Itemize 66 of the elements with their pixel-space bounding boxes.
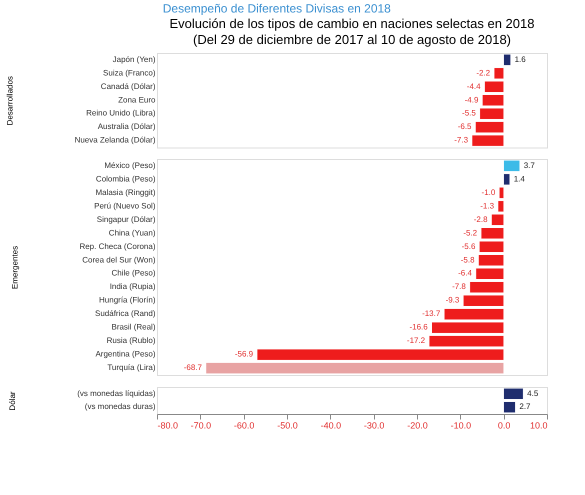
y-tick-label: Rep. Checa (Corona): [79, 242, 156, 251]
x-tick-label: 0.0: [498, 420, 510, 430]
y-tick-label: (vs monedas líquidas): [77, 388, 156, 398]
y-tick-label: Australia (Dólar): [98, 122, 156, 132]
x-tick-label: -10.0: [450, 420, 472, 430]
y-tick-label: Canadá (Dólar): [100, 82, 156, 91]
data-label: -5.8: [460, 255, 476, 264]
data-label: -1.3: [480, 201, 495, 210]
data-label: -17.2: [406, 336, 426, 346]
y-tick-label: Argentina (Peso): [95, 350, 156, 359]
y-tick-label: Corea del Sur (Won): [82, 255, 156, 264]
data-label: -56.9: [234, 350, 254, 359]
x-tick-label: -60.0: [234, 420, 254, 430]
y-tick-label: Japón (Yen): [112, 54, 156, 64]
data-label: -5.6: [462, 242, 476, 251]
x-tick-label: -40.0: [320, 420, 342, 430]
data-label: -7.8: [452, 282, 466, 292]
y-tick-label: (vs monedas duras): [84, 402, 156, 412]
y-tick-label: Malasia (Ringgit): [95, 188, 156, 197]
x-tick-label: -80.0: [158, 420, 178, 430]
y-tick-label: Singapur (Dólar): [96, 214, 156, 224]
y-tick-label: Brasil (Real): [111, 322, 156, 332]
data-label: 1.4: [514, 174, 526, 184]
y-tick-label: Chile (Peso): [111, 268, 156, 278]
text: Desempeño de Diferentes Divisas en 2018: [162, 2, 392, 16]
y-tick-label: China (Yuan): [108, 228, 156, 238]
data-label: -13.7: [422, 309, 441, 318]
y-tick-label: Reino Unido (Libra): [86, 108, 156, 118]
y-axis-title: Desarrollados: [6, 76, 15, 126]
x-tick-label: -70.0: [190, 420, 212, 430]
data-label: 1.6: [514, 54, 526, 64]
data-label: 3.7: [524, 160, 536, 170]
y-axis-title: Emergentes: [10, 246, 20, 290]
y-tick-label: Perú (Nuevo Sol): [94, 201, 156, 210]
y-tick-label: Rusia (Rublo): [106, 336, 156, 346]
y-tick-label: Suiza (Franco): [103, 68, 156, 78]
data-label: -68.7: [184, 363, 203, 372]
y-axis-title: Dólar: [8, 391, 18, 411]
x-tick-label: 10.0: [530, 420, 548, 430]
data-label: -16.6: [410, 322, 428, 332]
y-tick-label: Sudáfrica (Rand): [95, 309, 156, 318]
data-label: -6.5: [458, 122, 472, 132]
data-label: -1.0: [482, 188, 496, 197]
data-label: -4.9: [464, 95, 479, 104]
data-label: 2.7: [519, 402, 532, 412]
data-label: -2.8: [474, 214, 488, 224]
x-tick-label: -30.0: [364, 420, 384, 430]
data-label: -4.4: [466, 82, 482, 91]
data-label: -5.5: [462, 108, 476, 118]
data-label: -2.2: [476, 68, 491, 78]
x-tick-label: -50.0: [277, 420, 298, 430]
data-label: -7.3: [454, 136, 469, 145]
data-label: -5.2: [463, 228, 478, 238]
chart-subtitle: (Del 29 de diciembre de 2017 al 10 de agosto de 2018): [193, 32, 511, 47]
y-tick-label: Colombia (Peso): [96, 174, 156, 184]
chart-title: Evolución de los tipos de cambio en naciones selectas en 2018: [170, 16, 534, 31]
data-label: 4.5: [527, 388, 539, 398]
y-tick-label: Turquía (Lira): [107, 363, 156, 372]
y-tick-label: Zona Euro: [118, 95, 156, 104]
data-label: -6.4: [458, 268, 472, 278]
y-tick-label: India (Rupia): [110, 282, 156, 292]
data-label: -9.3: [446, 296, 460, 305]
y-tick-label: Nueva Zelanda (Dólar): [74, 136, 156, 145]
y-tick-label: Hungría (Florín): [99, 296, 156, 305]
y-tick-label: México (Peso): [104, 160, 156, 170]
x-tick-label: -20.0: [407, 420, 428, 430]
